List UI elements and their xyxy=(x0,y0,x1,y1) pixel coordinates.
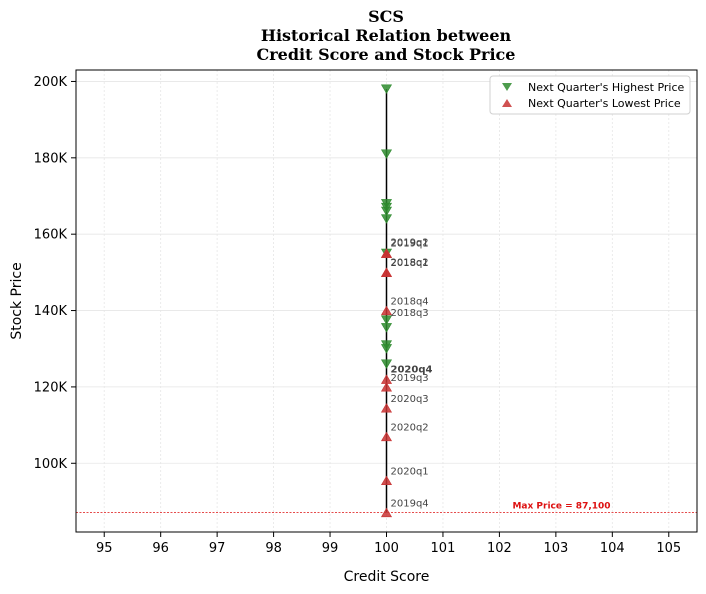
y-tick-label: 200K xyxy=(34,75,68,90)
y-axis: 100K 120K 140K 160K 180K 200K xyxy=(34,75,76,472)
quarter-label: 2020q3 xyxy=(391,394,429,405)
lowest-price-marker xyxy=(380,305,393,316)
quarter-label: 2018q2 xyxy=(391,257,429,268)
x-tick-label: 99 xyxy=(322,541,339,556)
y-tick-label: 120K xyxy=(34,380,68,395)
highest-price-marker xyxy=(380,149,393,159)
y-tick-label: 180K xyxy=(34,151,68,166)
legend-label: Next Quarter's Lowest Price xyxy=(528,97,681,110)
lowest-price-marker xyxy=(380,403,393,413)
legend: Next Quarter's Highest Price Next Quarter… xyxy=(489,75,691,115)
quarter-label: 2018q1 xyxy=(391,258,429,269)
chart-title-line: SCS xyxy=(368,7,404,26)
y-tick-label: 160K xyxy=(34,228,68,243)
lowest-price-marker xyxy=(380,382,393,392)
highest-price-marker xyxy=(380,344,393,354)
highest-price-marker xyxy=(380,359,393,369)
x-tick-label: 105 xyxy=(656,541,681,556)
quarter-label: 2019q2 xyxy=(391,238,429,249)
x-tick-label: 104 xyxy=(600,541,625,556)
x-axis-label: Credit Score xyxy=(344,569,430,585)
x-axis: 95 96 97 98 99 100 101 102 103 104 105 xyxy=(96,532,681,556)
x-tick-label: 95 xyxy=(96,541,113,556)
quarter-label: 2019q3 xyxy=(391,373,429,384)
highest-price-marker xyxy=(380,206,393,217)
max-price-label: Max Price = 87,100 xyxy=(512,502,610,512)
quarter-label: 2020q2 xyxy=(391,422,429,433)
lowest-price-marker xyxy=(380,267,393,277)
y-tick-label: 140K xyxy=(34,304,68,319)
x-tick-label: 100 xyxy=(374,541,399,556)
legend-box xyxy=(489,75,691,115)
highest-price-marker xyxy=(380,84,393,94)
chart-marks xyxy=(380,84,393,518)
highest-price-marker xyxy=(380,214,393,224)
quarter-label: 2020q4 xyxy=(391,364,433,375)
lowest-price-marker xyxy=(380,475,393,486)
highest-price-marker xyxy=(380,315,393,325)
reference-line: Max Price = 87,100 xyxy=(76,502,697,513)
x-tick-label: 96 xyxy=(152,541,169,556)
quarter-label: 2018q4 xyxy=(391,296,429,307)
legend-label: Next Quarter's Highest Price xyxy=(528,81,685,94)
quarter-label: 2018q3 xyxy=(391,308,429,319)
quarter-label: 2019q4 xyxy=(391,498,429,509)
x-tick-label: 103 xyxy=(543,541,568,556)
highest-price-marker xyxy=(380,323,393,333)
lowest-price-marker xyxy=(380,507,393,518)
y-tick-label: 100K xyxy=(34,457,68,472)
y-axis-label: Stock Price xyxy=(9,262,25,339)
x-tick-label: 98 xyxy=(265,541,282,556)
chart-title-line: Historical Relation between xyxy=(261,26,512,45)
x-tick-label: 102 xyxy=(487,541,512,556)
legend-marker-lowest xyxy=(502,99,512,107)
legend-marker-highest xyxy=(502,83,512,91)
quarter-label: 2019q1 xyxy=(391,238,429,249)
x-tick-label: 97 xyxy=(209,541,226,556)
lowest-price-marker xyxy=(380,248,393,258)
chart-title-line: Credit Score and Stock Price xyxy=(257,45,516,64)
x-tick-label: 101 xyxy=(431,541,456,556)
lowest-price-marker xyxy=(380,431,393,442)
quarter-label: 2020q1 xyxy=(391,466,429,477)
